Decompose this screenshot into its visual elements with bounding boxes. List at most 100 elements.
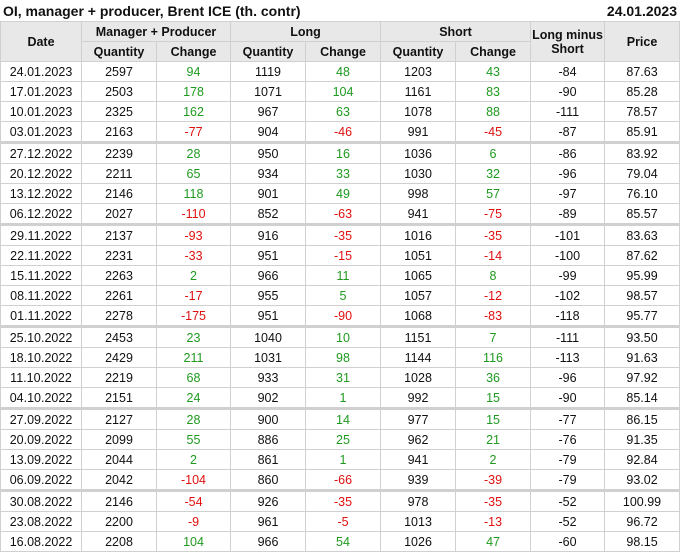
cell-short-change: 57 (455, 183, 532, 204)
cell-short-change: 15 (455, 407, 532, 430)
cell-date: 03.01.2023 (0, 121, 82, 143)
cell-short-quantity: 978 (380, 489, 457, 512)
cell-mp-quantity: 2146 (81, 489, 157, 512)
table-body: 24.01.2023 2597 94 1119 48 1203 43 -84 87.63 17.0… (0, 61, 680, 552)
cell-mp-change: 162 (156, 101, 231, 122)
cell-long-minus-short: -102 (530, 285, 606, 306)
cell-short-quantity: 941 (380, 449, 457, 470)
cell-mp-change: -104 (156, 469, 231, 491)
cell-price: 93.50 (604, 325, 680, 348)
cell-long-quantity: 955 (230, 285, 306, 306)
cell-mp-quantity: 2200 (81, 511, 157, 532)
header-short: Short (380, 21, 532, 42)
cell-short-quantity: 1068 (380, 305, 457, 327)
cell-long-minus-short: -96 (530, 367, 606, 388)
cell-long-quantity: 1040 (230, 325, 306, 348)
cell-short-change: 116 (455, 347, 532, 368)
cell-date: 13.09.2022 (0, 449, 82, 470)
cell-short-quantity: 998 (380, 183, 457, 204)
cell-short-change: 15 (455, 387, 532, 409)
cell-mp-quantity: 2429 (81, 347, 157, 368)
cell-short-change: 8 (455, 265, 532, 286)
cell-long-change: 1 (304, 449, 382, 470)
cell-long-minus-short: -52 (530, 489, 606, 512)
cell-short-change: -39 (455, 469, 532, 491)
cell-long-change: 1 (304, 387, 382, 409)
cell-long-quantity: 966 (230, 265, 306, 286)
header-long-change: Change (304, 41, 382, 62)
cell-mp-change: -17 (156, 285, 231, 306)
cell-long-minus-short: -97 (530, 183, 606, 204)
cell-long-minus-short: -60 (530, 531, 606, 552)
cell-long-quantity: 900 (230, 407, 306, 430)
cell-short-change: 47 (455, 531, 532, 552)
cell-short-quantity: 977 (380, 407, 457, 430)
cell-date: 24.01.2023 (0, 61, 82, 82)
cell-short-change: 88 (455, 101, 532, 122)
cell-date: 27.09.2022 (0, 407, 82, 430)
cell-long-quantity: 1031 (230, 347, 306, 368)
table-row: 20.09.2022 2099 55 886 25 962 21 -76 91.35 (0, 429, 680, 450)
cell-mp-change: 104 (156, 531, 231, 552)
cell-date: 16.08.2022 (0, 531, 82, 552)
header-short-change: Change (455, 41, 532, 62)
cell-long-minus-short: -118 (530, 305, 606, 327)
table-row: 06.12.2022 2027 -110 852 -63 941 -75 -89 85.57 (0, 203, 680, 225)
cell-short-quantity: 1151 (380, 325, 457, 348)
cell-mp-quantity: 2261 (81, 285, 157, 306)
header-mp-change: Change (156, 41, 231, 62)
cell-price: 87.63 (604, 61, 680, 82)
cell-price: 93.02 (604, 469, 680, 491)
cell-date: 29.11.2022 (0, 223, 82, 246)
cell-short-quantity: 1161 (380, 81, 457, 102)
cell-long-change: -5 (304, 511, 382, 532)
cell-mp-change: 211 (156, 347, 231, 368)
oi-table: Date Manager + Producer Long Short Long … (0, 21, 680, 552)
cell-price: 76.10 (604, 183, 680, 204)
cell-date: 20.09.2022 (0, 429, 82, 450)
cell-long-minus-short: -79 (530, 449, 606, 470)
header-long-quantity: Quantity (230, 41, 306, 62)
cell-long-minus-short: -100 (530, 245, 606, 266)
header-price: Price (604, 21, 680, 62)
cell-short-change: 21 (455, 429, 532, 450)
cell-price: 95.99 (604, 265, 680, 286)
cell-date: 25.10.2022 (0, 325, 82, 348)
cell-price: 83.63 (604, 223, 680, 246)
cell-long-quantity: 861 (230, 449, 306, 470)
cell-date: 23.08.2022 (0, 511, 82, 532)
cell-mp-quantity: 2231 (81, 245, 157, 266)
cell-long-quantity: 886 (230, 429, 306, 450)
cell-price: 91.63 (604, 347, 680, 368)
cell-price: 98.57 (604, 285, 680, 306)
cell-date: 08.11.2022 (0, 285, 82, 306)
cell-mp-quantity: 2127 (81, 407, 157, 430)
cell-short-quantity: 1051 (380, 245, 457, 266)
cell-mp-quantity: 2219 (81, 367, 157, 388)
cell-short-quantity: 941 (380, 203, 457, 225)
cell-long-quantity: 926 (230, 489, 306, 512)
cell-mp-quantity: 2099 (81, 429, 157, 450)
cell-mp-quantity: 2137 (81, 223, 157, 246)
cell-long-change: 104 (304, 81, 382, 102)
cell-long-change: -66 (304, 469, 382, 491)
cell-date: 06.09.2022 (0, 469, 82, 491)
cell-mp-change: 24 (156, 387, 231, 409)
cell-long-minus-short: -90 (530, 81, 606, 102)
cell-short-change: -12 (455, 285, 532, 306)
cell-mp-quantity: 2042 (81, 469, 157, 491)
cell-long-minus-short: -89 (530, 203, 606, 225)
cell-long-quantity: 966 (230, 531, 306, 552)
cell-long-change: -90 (304, 305, 382, 327)
table-row: 16.08.2022 2208 104 966 54 1026 47 -60 98.15 (0, 531, 680, 552)
cell-mp-change: -33 (156, 245, 231, 266)
cell-price: 85.14 (604, 387, 680, 409)
cell-date: 20.12.2022 (0, 163, 82, 184)
cell-short-quantity: 1016 (380, 223, 457, 246)
cell-mp-quantity: 2239 (81, 141, 157, 164)
table-row: 30.08.2022 2146 -54 926 -35 978 -35 -52 100.99 (0, 489, 680, 512)
cell-long-change: -35 (304, 489, 382, 512)
cell-mp-change: -54 (156, 489, 231, 512)
cell-mp-quantity: 2263 (81, 265, 157, 286)
cell-long-quantity: 916 (230, 223, 306, 246)
